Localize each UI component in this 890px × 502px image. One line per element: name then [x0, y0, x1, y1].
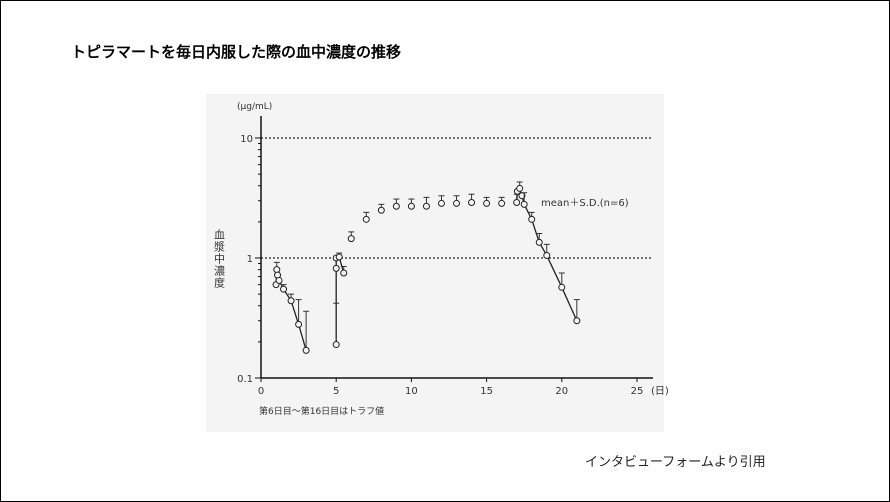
data-point — [437, 199, 445, 207]
source-note: インタビューフォームより引用 — [585, 455, 766, 470]
x-tick-label: 0 — [258, 386, 264, 397]
data-point — [377, 206, 385, 214]
data-point — [362, 215, 370, 223]
data-point — [535, 238, 543, 246]
x-axis-unit: (日) — [651, 386, 669, 397]
x-tick-label: 10 — [405, 386, 418, 397]
y-tick-label: 0.1 — [237, 374, 253, 385]
data-point — [573, 317, 581, 325]
data-point — [287, 297, 295, 305]
data-point — [422, 202, 430, 210]
data-point — [407, 202, 415, 210]
data-point — [340, 269, 348, 277]
data-point — [295, 320, 303, 328]
x-tick-label: 5 — [333, 386, 339, 397]
data-point — [528, 215, 536, 223]
data-point — [483, 199, 491, 207]
chart-note: 第6日目～第16日目はトラフ値 — [259, 405, 384, 417]
x-tick-label: 25 — [631, 386, 644, 397]
legend-label: mean＋S.D.(n=6) — [541, 198, 629, 209]
data-point — [543, 251, 551, 259]
y-tick-label: 1 — [247, 254, 253, 265]
data-point — [516, 184, 524, 192]
slide-title: トピラマートを毎日内服した際の血中濃度の推移 — [71, 43, 402, 61]
x-tick-label: 15 — [480, 386, 493, 397]
data-point — [520, 200, 528, 208]
data-point — [498, 199, 506, 207]
y-tick-label: 10 — [240, 134, 253, 145]
y-axis-unit: (μg/mL) — [237, 102, 272, 112]
data-point — [332, 264, 340, 272]
data-point — [302, 346, 310, 354]
data-point — [332, 341, 340, 349]
chart-image — [206, 94, 664, 432]
data-point — [392, 202, 400, 210]
data-point — [453, 199, 461, 207]
data-point — [468, 199, 476, 207]
y-axis-title: 血漿中濃度 — [213, 228, 226, 289]
data-point — [558, 283, 566, 291]
data-point — [335, 253, 343, 261]
data-point — [275, 276, 283, 284]
data-point — [513, 199, 521, 207]
data-point — [347, 235, 355, 243]
data-point — [280, 285, 288, 293]
x-tick-label: 20 — [555, 386, 568, 397]
